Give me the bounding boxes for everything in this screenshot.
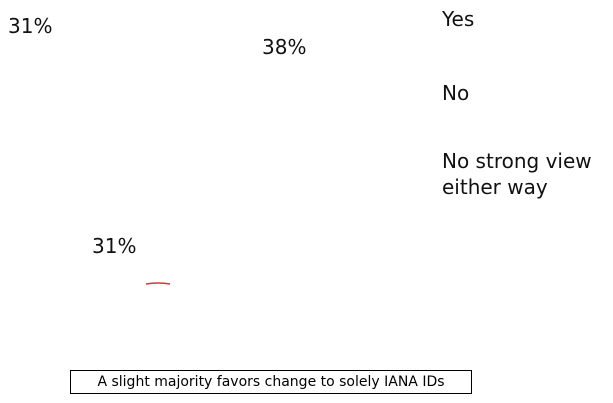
slice-edge-accent — [145, 282, 171, 285]
pie-slices — [43, 56, 273, 285]
legend-item-no: No — [442, 81, 470, 105]
legend-item-yes: Yes — [442, 7, 475, 31]
slice-label-no: 31% — [8, 14, 52, 38]
slice-no-strong-view — [43, 56, 158, 212]
chart-caption: A slight majority favors change to solel… — [70, 370, 472, 394]
legend-item-no-strong-view: No strong view either way — [442, 149, 592, 199]
slice-yes — [158, 56, 273, 254]
slice-label-no-strong-view: 31% — [92, 234, 136, 258]
slice-label-yes: 38% — [262, 35, 306, 59]
slice-no — [52, 170, 237, 284]
